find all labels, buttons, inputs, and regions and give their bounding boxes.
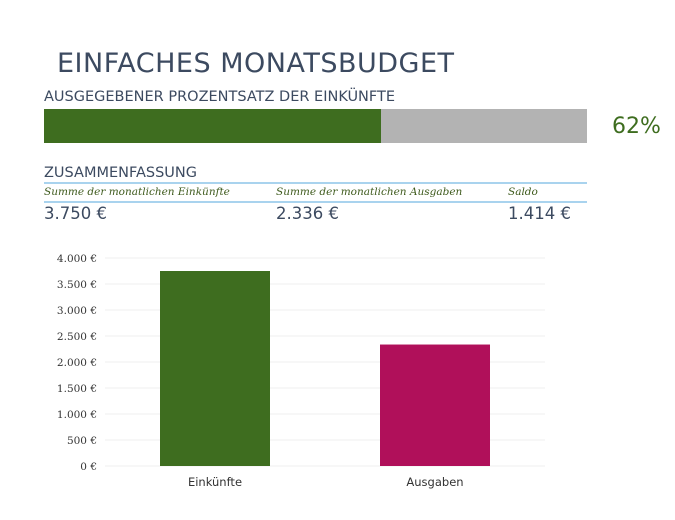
income-value: 3.750 € xyxy=(44,204,107,223)
progress-label: AUSGEGEBENER PROZENTSATZ DER EINKÜNFTE xyxy=(44,89,396,105)
balance-value: 1.414 € xyxy=(508,204,571,223)
progress-percent: 62% xyxy=(612,114,661,139)
page-title: EINFACHES MONATSBUDGET xyxy=(57,48,455,79)
income-header: Summe der monatlichen Einkünfte xyxy=(44,186,230,198)
y-tick-label: 1.500 € xyxy=(57,383,97,395)
y-tick-label: 1.000 € xyxy=(57,409,97,421)
y-tick-label: 500 € xyxy=(67,435,97,447)
y-tick-label: 3.000 € xyxy=(57,305,97,317)
progress-bar-fill xyxy=(44,109,381,143)
y-tick-label: 4.000 € xyxy=(57,253,97,265)
expenses-header: Summe der monatlichen Ausgaben xyxy=(276,186,463,198)
x-tick-label: Ausgaben xyxy=(406,475,463,489)
y-tick-label: 3.500 € xyxy=(57,279,97,291)
summary-bottom-rule xyxy=(44,201,587,203)
bar-einkünfte xyxy=(160,271,270,466)
bar-ausgaben xyxy=(380,344,490,466)
summary-top-rule xyxy=(44,182,587,184)
progress-bar xyxy=(44,109,587,143)
y-tick-label: 2.000 € xyxy=(57,357,97,369)
y-tick-label: 2.500 € xyxy=(57,331,97,343)
balance-header: Saldo xyxy=(508,186,538,198)
y-tick-label: 0 € xyxy=(80,461,97,473)
expenses-value: 2.336 € xyxy=(276,204,339,223)
x-tick-label: Einkünfte xyxy=(188,475,242,489)
summary-label: ZUSAMMENFASSUNG xyxy=(44,165,198,181)
